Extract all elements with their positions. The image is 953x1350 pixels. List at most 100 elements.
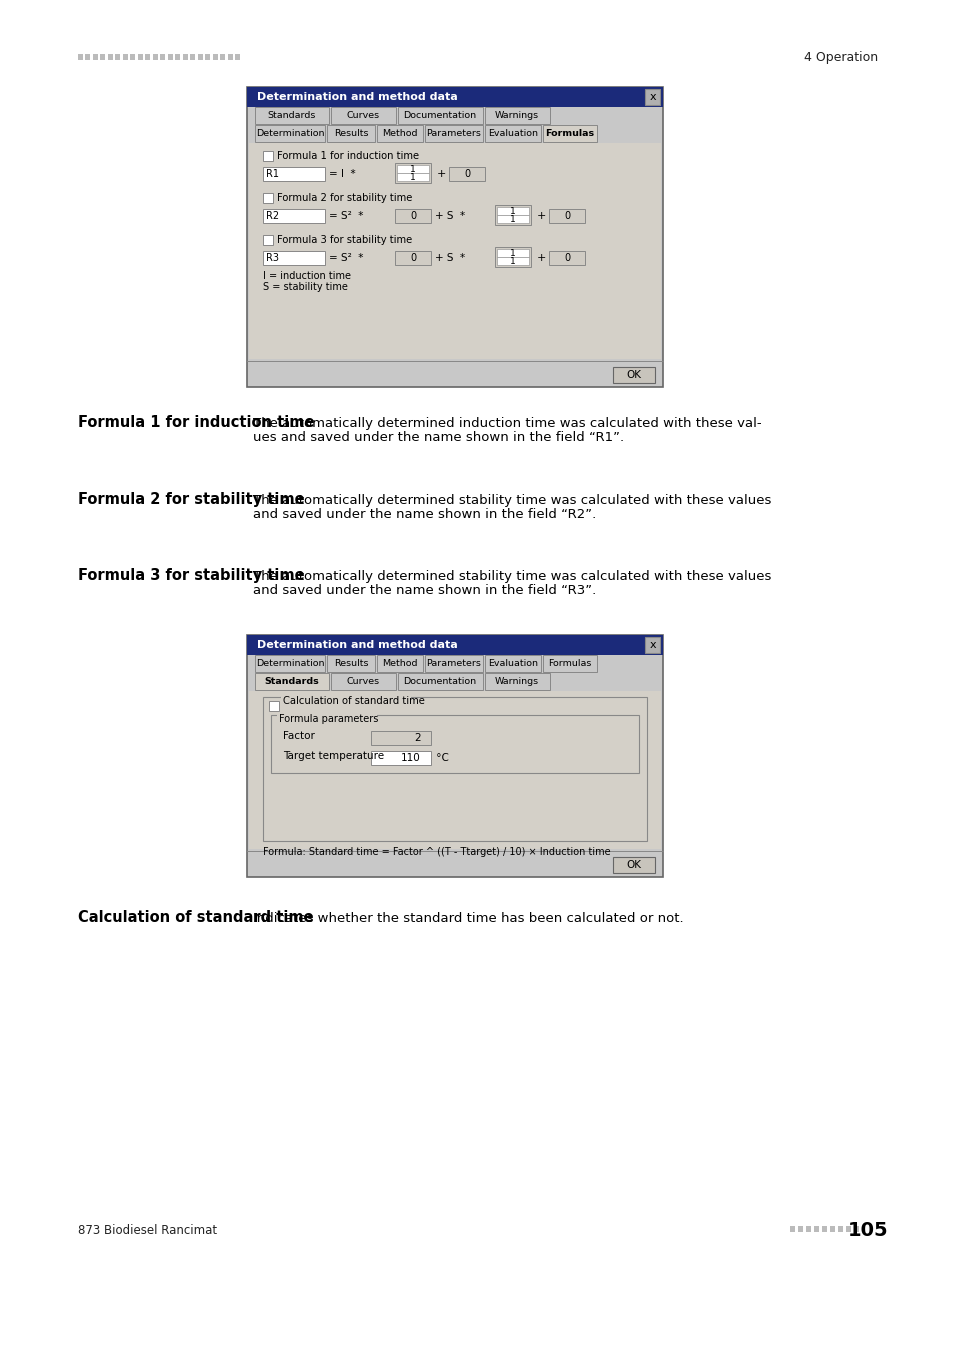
Text: 4 Operation: 4 Operation <box>803 51 877 65</box>
Text: Warnings: Warnings <box>495 676 538 686</box>
Bar <box>213 54 218 59</box>
Text: 105: 105 <box>846 1220 887 1239</box>
Text: Standards: Standards <box>264 676 319 686</box>
Text: 110: 110 <box>401 753 420 763</box>
Text: Formula 3 for stability time: Formula 3 for stability time <box>78 568 304 583</box>
FancyBboxPatch shape <box>548 251 584 265</box>
Text: Documentation: Documentation <box>403 676 476 686</box>
Text: Formula parameters: Formula parameters <box>278 714 378 724</box>
Text: Target temperature: Target temperature <box>283 751 384 761</box>
Text: Parameters: Parameters <box>426 659 481 667</box>
Bar <box>198 54 203 59</box>
FancyBboxPatch shape <box>376 655 422 672</box>
FancyBboxPatch shape <box>495 205 531 225</box>
Text: R1: R1 <box>266 169 278 180</box>
Text: ues and saved under the name shown in the field “R1”.: ues and saved under the name shown in th… <box>253 431 623 444</box>
Text: 1: 1 <box>410 173 416 181</box>
Text: = S²  *: = S² * <box>329 211 363 221</box>
FancyBboxPatch shape <box>254 655 325 672</box>
Text: Formula 2 for stability time: Formula 2 for stability time <box>276 193 412 202</box>
Bar <box>168 54 172 59</box>
Text: Formulas: Formulas <box>545 128 594 138</box>
FancyBboxPatch shape <box>371 751 431 765</box>
Text: Parameters: Parameters <box>426 128 481 138</box>
Bar <box>821 1226 826 1233</box>
Text: 1: 1 <box>510 256 516 266</box>
FancyBboxPatch shape <box>484 107 550 124</box>
Bar <box>160 54 165 59</box>
FancyBboxPatch shape <box>331 107 395 124</box>
Bar <box>108 54 112 59</box>
Bar <box>853 1226 858 1233</box>
FancyBboxPatch shape <box>247 86 662 387</box>
Text: Formula 1 for induction time: Formula 1 for induction time <box>78 414 314 431</box>
Bar <box>497 207 529 215</box>
Text: Documentation: Documentation <box>403 111 476 120</box>
Text: Evaluation: Evaluation <box>488 128 537 138</box>
Text: °C: °C <box>433 753 449 763</box>
Text: 1: 1 <box>510 215 516 224</box>
Bar <box>205 54 211 59</box>
Text: Calculation of standard time: Calculation of standard time <box>78 910 314 925</box>
Bar <box>100 54 106 59</box>
FancyBboxPatch shape <box>397 107 482 124</box>
Bar <box>220 54 225 59</box>
Bar <box>175 54 180 59</box>
Text: = S²  *: = S² * <box>329 252 363 263</box>
Text: 0: 0 <box>410 211 416 221</box>
FancyBboxPatch shape <box>397 674 482 690</box>
FancyBboxPatch shape <box>263 697 646 841</box>
Bar <box>183 54 188 59</box>
Bar <box>789 1226 794 1233</box>
Text: The automatically determined induction time was calculated with these val-: The automatically determined induction t… <box>253 417 760 431</box>
Text: R2: R2 <box>266 211 279 221</box>
Text: Formulas: Formulas <box>548 659 591 667</box>
Text: + S  *: + S * <box>435 211 465 221</box>
Text: 1: 1 <box>510 207 516 216</box>
Text: 0: 0 <box>563 252 570 263</box>
Text: Curves: Curves <box>346 676 379 686</box>
Bar <box>281 697 411 707</box>
FancyBboxPatch shape <box>327 126 375 142</box>
Text: 873 Biodiesel Rancimat: 873 Biodiesel Rancimat <box>78 1223 217 1237</box>
Text: Factor: Factor <box>283 730 314 741</box>
Bar <box>191 54 195 59</box>
Bar <box>276 714 376 725</box>
Bar <box>837 1226 842 1233</box>
Text: 1: 1 <box>410 165 416 174</box>
Text: Method: Method <box>382 128 417 138</box>
Text: Standards: Standards <box>268 111 315 120</box>
Bar <box>235 54 240 59</box>
Text: 0: 0 <box>410 252 416 263</box>
FancyBboxPatch shape <box>254 674 329 690</box>
FancyBboxPatch shape <box>484 674 550 690</box>
FancyBboxPatch shape <box>254 126 325 142</box>
FancyBboxPatch shape <box>263 209 325 223</box>
Bar <box>497 248 529 256</box>
FancyBboxPatch shape <box>327 655 375 672</box>
Bar <box>396 173 429 181</box>
FancyBboxPatch shape <box>247 634 662 878</box>
Bar <box>247 634 662 655</box>
FancyBboxPatch shape <box>331 674 395 690</box>
FancyBboxPatch shape <box>613 857 655 873</box>
Text: x: x <box>649 640 656 649</box>
FancyBboxPatch shape <box>449 167 484 181</box>
Bar <box>249 691 660 849</box>
Bar <box>247 86 662 107</box>
Text: x: x <box>649 92 656 103</box>
Text: OK: OK <box>626 370 640 379</box>
FancyBboxPatch shape <box>395 251 431 265</box>
Bar <box>497 256 529 265</box>
Bar <box>845 1226 850 1233</box>
Bar <box>138 54 143 59</box>
FancyBboxPatch shape <box>371 730 431 745</box>
Text: Indicates whether the standard time has been calculated or not.: Indicates whether the standard time has … <box>253 913 683 925</box>
Text: 2: 2 <box>414 733 420 743</box>
Bar <box>269 701 278 711</box>
Bar <box>396 165 429 173</box>
Text: 0: 0 <box>563 211 570 221</box>
FancyBboxPatch shape <box>263 251 325 265</box>
Text: R3: R3 <box>266 252 278 263</box>
Text: The automatically determined stability time was calculated with these values: The automatically determined stability t… <box>253 570 771 583</box>
